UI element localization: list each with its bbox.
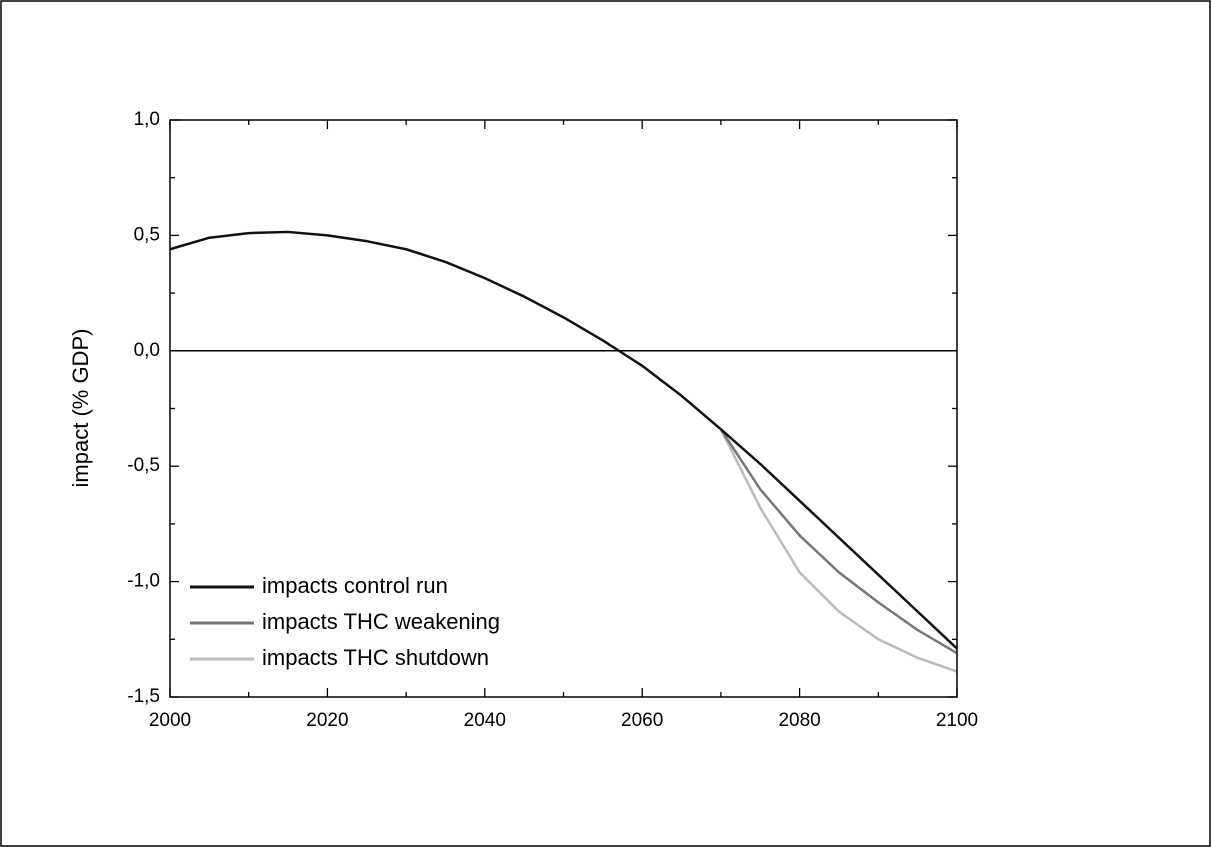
legend-label: impacts THC weakening [262, 609, 500, 634]
x-tick-label: 2000 [149, 710, 191, 731]
y-tick-label: -0,5 [127, 455, 160, 476]
y-tick-label: 0,0 [134, 340, 160, 361]
y-tick-label: 0,5 [134, 224, 160, 245]
series-line [169, 230, 958, 650]
x-tick-label: 2060 [621, 710, 663, 731]
series-line [719, 428, 958, 673]
y-tick-label: -1,0 [127, 571, 160, 592]
series-line [719, 428, 958, 655]
y-tick-label: -1,5 [127, 686, 160, 707]
x-tick-label: 2040 [464, 710, 506, 731]
y-axis-label: impact (% GDP) [68, 329, 93, 488]
x-tick-label: 2080 [778, 710, 820, 731]
x-tick-label: 2100 [936, 710, 978, 731]
legend-label: impacts control run [262, 573, 448, 598]
legend-label: impacts THC shutdown [262, 645, 489, 670]
x-tick-label: 2020 [306, 710, 348, 731]
y-tick-label: 1,0 [134, 109, 160, 130]
plot-frame [169, 119, 958, 698]
